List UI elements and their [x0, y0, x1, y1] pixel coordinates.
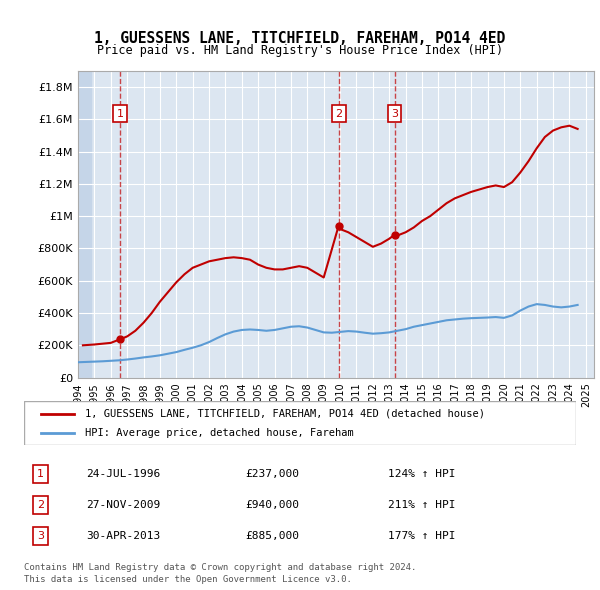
FancyBboxPatch shape — [24, 401, 576, 445]
Text: Contains HM Land Registry data © Crown copyright and database right 2024.: Contains HM Land Registry data © Crown c… — [24, 563, 416, 572]
Text: 27-NOV-2009: 27-NOV-2009 — [86, 500, 160, 510]
Text: 24-JUL-1996: 24-JUL-1996 — [86, 469, 160, 479]
Text: This data is licensed under the Open Government Licence v3.0.: This data is licensed under the Open Gov… — [24, 575, 352, 584]
Text: HPI: Average price, detached house, Fareham: HPI: Average price, detached house, Fare… — [85, 428, 353, 438]
Bar — [78, 71, 91, 378]
Text: 124% ↑ HPI: 124% ↑ HPI — [388, 469, 455, 479]
Text: 1: 1 — [116, 109, 124, 119]
Text: 2: 2 — [37, 500, 44, 510]
Text: 211% ↑ HPI: 211% ↑ HPI — [388, 500, 455, 510]
Text: £940,000: £940,000 — [245, 500, 299, 510]
Text: 3: 3 — [391, 109, 398, 119]
Text: £885,000: £885,000 — [245, 531, 299, 541]
Text: £237,000: £237,000 — [245, 469, 299, 479]
Text: 1, GUESSENS LANE, TITCHFIELD, FAREHAM, PO14 4ED: 1, GUESSENS LANE, TITCHFIELD, FAREHAM, P… — [94, 31, 506, 46]
Text: 177% ↑ HPI: 177% ↑ HPI — [388, 531, 455, 541]
Text: 1: 1 — [37, 469, 44, 479]
Text: 2: 2 — [335, 109, 342, 119]
Text: 3: 3 — [37, 531, 44, 541]
Text: 1, GUESSENS LANE, TITCHFIELD, FAREHAM, PO14 4ED (detached house): 1, GUESSENS LANE, TITCHFIELD, FAREHAM, P… — [85, 409, 485, 418]
Text: 30-APR-2013: 30-APR-2013 — [86, 531, 160, 541]
Text: Price paid vs. HM Land Registry's House Price Index (HPI): Price paid vs. HM Land Registry's House … — [97, 44, 503, 57]
